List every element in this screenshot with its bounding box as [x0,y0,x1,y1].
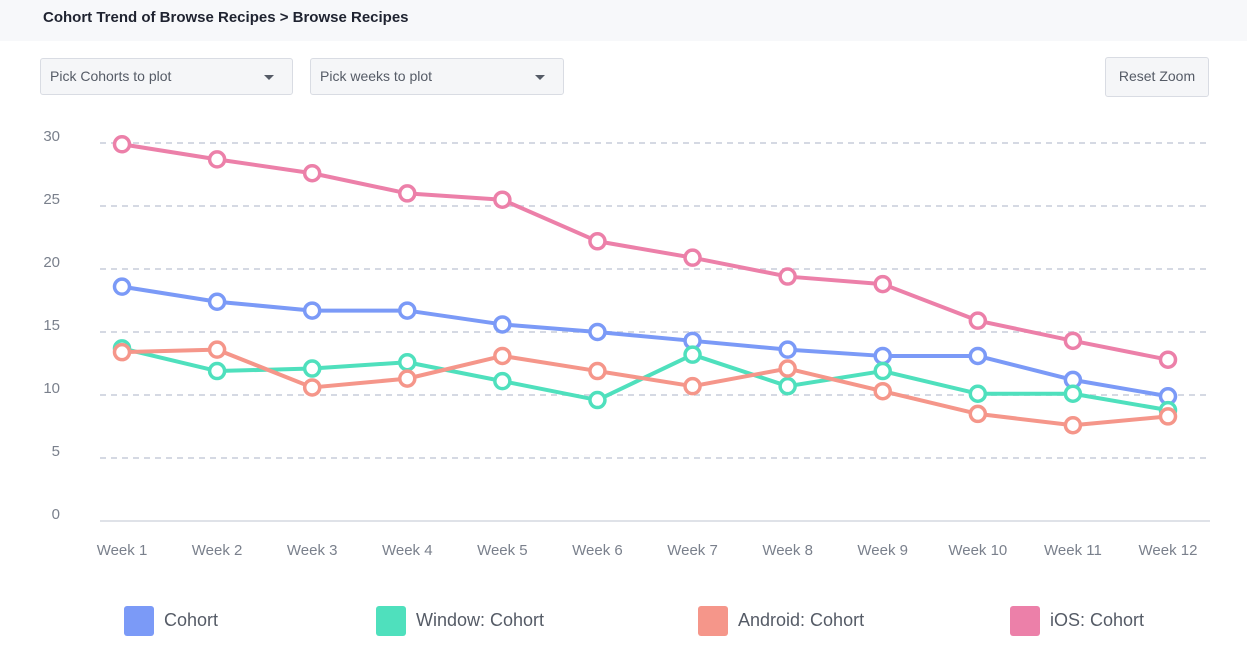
data-point [493,190,512,209]
data-point [207,292,227,312]
data-point [873,274,892,294]
x-tick-label: Week 6 [572,542,623,559]
x-tick-label: Week 12 [1139,542,1198,559]
data-point [112,342,132,362]
data-point [207,150,227,169]
weeks-dropdown-label: Pick weeks to plot [320,68,433,84]
x-tick-label: Week 3 [287,542,338,559]
data-point [302,359,322,378]
data-point [398,352,417,372]
y-tick-label: 25 [43,191,60,208]
data-point [778,376,797,396]
x-tick-label: Week 9 [857,542,908,559]
data-point [398,184,417,203]
data-point [873,381,892,401]
page-title: Cohort Trend of Browse Recipes > Browse … [43,9,409,26]
x-tick-label: Week 7 [667,542,718,559]
x-tick-label: Week 11 [1044,542,1102,559]
series-line-2 [121,347,1169,428]
data-point [112,135,132,154]
page-header: Cohort Trend of Browse Recipes > Browse … [0,0,1247,41]
x-tick-label: Week 1 [97,542,148,559]
legend-label: Window: Cohort [416,610,545,630]
y-tick-label: 20 [43,254,60,271]
data-point [1063,384,1083,403]
data-point [1063,331,1083,351]
data-point [1063,415,1083,435]
data-point [968,311,988,330]
data-point [683,345,702,364]
data-point [968,384,988,403]
cohorts-dropdown[interactable]: Pick Cohorts to plot [40,58,293,95]
data-point [112,277,132,296]
data-point [968,404,988,424]
legend-swatch [698,606,728,636]
chevron-down-icon [264,75,274,80]
y-tick-label: 10 [43,380,60,397]
y-tick-label: 15 [43,317,60,334]
legend-swatch [124,606,154,636]
data-point [1158,350,1178,369]
data-point [683,248,702,267]
x-tick-label: Week 10 [948,542,1007,559]
data-point [873,346,892,366]
cohorts-dropdown-label: Pick Cohorts to plot [50,68,172,84]
data-point [873,361,892,381]
series-line-3 [121,142,1169,362]
data-point [588,390,607,410]
weeks-dropdown[interactable]: Pick weeks to plot [310,58,564,95]
data-point [398,369,417,388]
x-tick-label: Week 8 [762,542,813,559]
reset-zoom-button[interactable]: Reset Zoom [1105,57,1209,97]
chevron-down-icon [535,75,545,80]
data-point [302,163,322,183]
data-point [778,359,797,378]
data-point [968,346,988,366]
data-point [398,301,417,320]
x-tick-label: Week 4 [382,542,433,559]
series-line-0 [121,284,1169,399]
data-point [493,371,512,391]
data-point [588,361,607,381]
x-tick-label: Week 5 [477,542,528,559]
data-point [778,267,797,286]
data-point [493,346,512,366]
legend-label: iOS: Cohort [1050,610,1145,630]
data-point [302,378,322,397]
legend-label: Cohort [164,610,219,630]
data-point [1158,407,1178,426]
data-point [493,315,512,334]
data-point [588,232,607,251]
x-tick-label: Week 2 [192,542,243,559]
data-point [207,361,227,381]
y-tick-label: 5 [52,443,60,460]
legend-label: Android: Cohort [738,610,865,630]
data-point [207,340,227,359]
legend-swatch [1010,606,1040,636]
data-point [683,376,702,396]
data-point [302,301,322,320]
data-point [588,322,607,342]
y-tick-label: 30 [43,128,60,145]
legend-swatch [376,606,406,636]
data-point [778,340,797,359]
y-tick-label: 0 [52,506,60,523]
